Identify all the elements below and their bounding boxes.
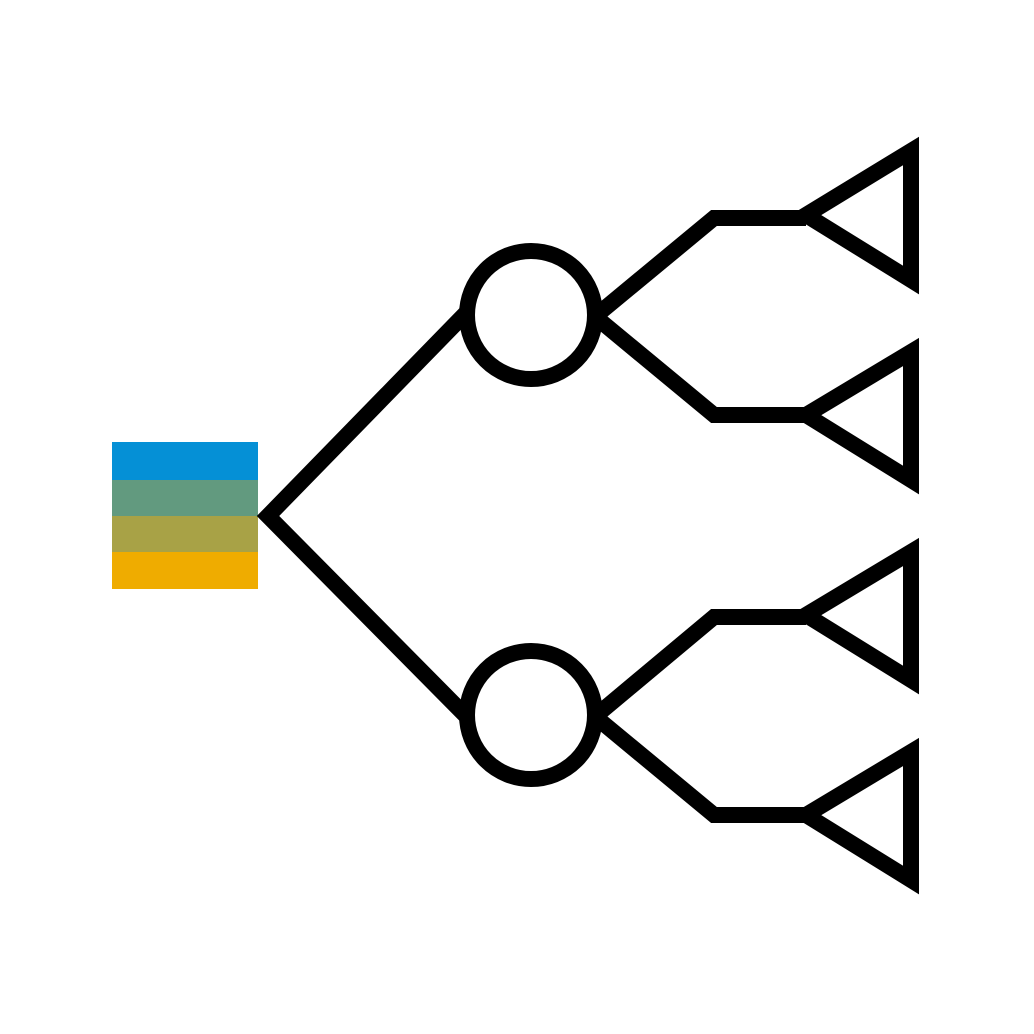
root-stripe-1 bbox=[112, 442, 258, 480]
terminal-node-3 bbox=[790, 537, 919, 695]
branch-bottom-lower bbox=[592, 712, 806, 823]
terminal-node-4 bbox=[790, 737, 919, 895]
root-branch bbox=[256, 307, 472, 722]
tree-strokes bbox=[256, 136, 919, 895]
terminal-node-1 bbox=[790, 136, 919, 295]
branch-top-upper bbox=[592, 210, 806, 321]
root-stripe-2 bbox=[112, 480, 258, 516]
chance-node-top bbox=[459, 243, 603, 387]
root-decision-node bbox=[112, 442, 258, 589]
terminal-node-2 bbox=[790, 337, 919, 495]
chance-node-bottom bbox=[459, 643, 603, 787]
root-stripe-4 bbox=[112, 552, 258, 589]
root-stripe-3 bbox=[112, 516, 258, 552]
branch-top-lower bbox=[592, 312, 806, 423]
branch-bottom-upper bbox=[592, 609, 806, 721]
